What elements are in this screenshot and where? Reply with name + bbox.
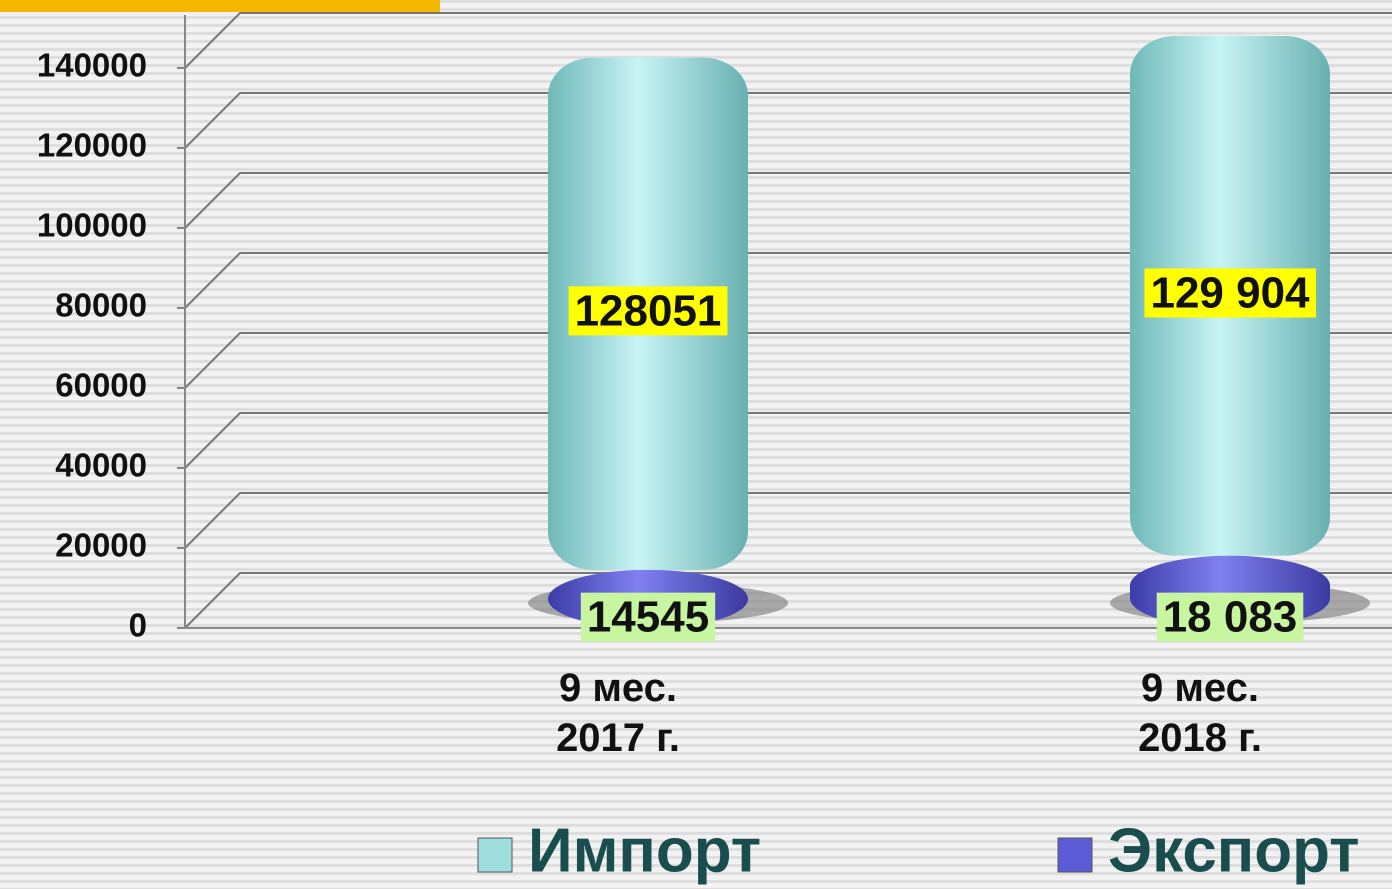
y-tick-label: 120000 <box>37 127 147 164</box>
grid-line <box>184 572 1392 629</box>
grid-line <box>184 252 1392 309</box>
legend-marker <box>477 837 513 873</box>
value-label: 18 083 <box>1163 593 1298 642</box>
grid-line <box>184 412 1392 469</box>
grid-line <box>184 12 1392 69</box>
x-tick-label: 9 мес. 2018 г. <box>1138 666 1262 760</box>
value-label-bg <box>1156 592 1304 642</box>
y-tick-label: 140000 <box>37 47 147 84</box>
value-label: 14545 <box>587 593 709 642</box>
legend-marker <box>1057 837 1093 873</box>
y-tick-label: 100000 <box>37 207 147 244</box>
grid-line <box>184 172 1392 229</box>
value-label-bg <box>1144 268 1317 318</box>
y-tick-label: 0 <box>129 607 147 644</box>
grid-line <box>184 492 1392 549</box>
x-tick-label: 9 мес. 2017 г. <box>556 666 680 760</box>
value-label-bg <box>580 592 716 642</box>
y-tick-label: 20000 <box>55 527 147 564</box>
value-label: 128051 <box>575 286 722 335</box>
y-tick-label: 80000 <box>55 287 147 324</box>
y-tick-label: 60000 <box>55 367 147 404</box>
value-label-bg <box>568 286 728 336</box>
y-tick-label: 40000 <box>55 447 147 484</box>
grid-line <box>184 92 1392 149</box>
title-box <box>0 0 440 12</box>
legend-label: Экспорт <box>1108 816 1360 885</box>
grid-line <box>184 332 1392 389</box>
value-label: 129 904 <box>1150 268 1310 317</box>
legend-label: Импорт <box>528 816 761 885</box>
